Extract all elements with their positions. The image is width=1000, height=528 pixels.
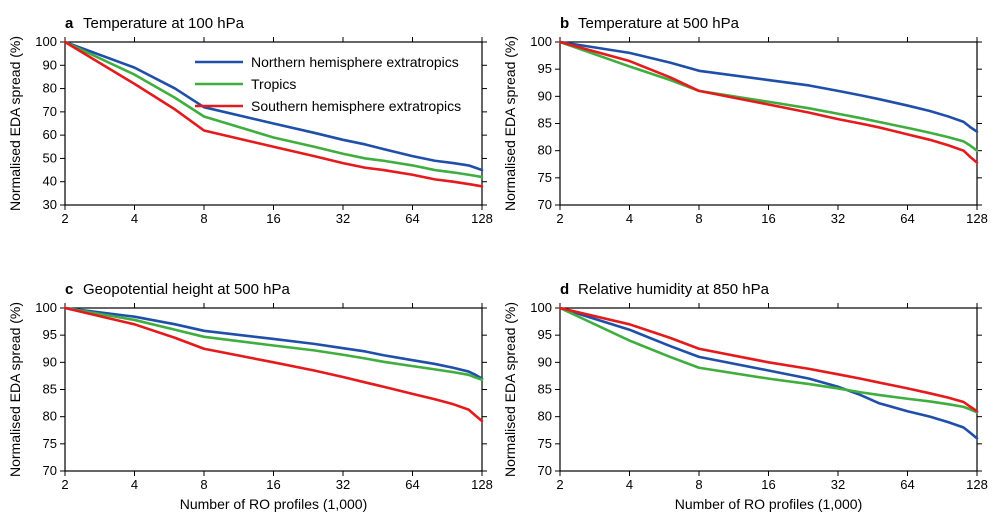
panel-a-xticklabel: 4 (131, 211, 138, 226)
panel-c-yticklabel: 75 (43, 436, 57, 451)
panel-c-xlabel: Number of RO profiles (1,000) (180, 496, 368, 512)
panel-c-xticklabel: 8 (200, 477, 207, 492)
panel-c-yticklabel: 80 (43, 409, 57, 424)
panel-a-yticklabel: 50 (43, 150, 57, 165)
panel-a-xticklabel: 64 (405, 211, 419, 226)
panel-d-ylabel: Normalised EDA spread (%) (502, 302, 518, 477)
panel-d-yticklabel: 85 (538, 382, 552, 397)
panel-b-xticklabel: 32 (831, 211, 845, 226)
panel-a-xticklabel: 16 (266, 211, 280, 226)
panel-a: a Temperature at 100 hPa 30 40 50 60 70 80 90 100… (7, 15, 493, 226)
panel-c-xticklabel: 2 (61, 477, 68, 492)
panel-b-series-nh (560, 42, 977, 132)
panel-b-xticklabel: 2 (556, 211, 563, 226)
panel-c-yticklabel: 95 (43, 327, 57, 342)
panel-b-yticklabel: 100 (530, 34, 552, 49)
legend: Northern hemisphere extratropics Tropics S… (195, 54, 461, 114)
panel-b-title: Temperature at 500 hPa (578, 15, 740, 32)
panel-d: d Relative humidity at 850 hPa 70 75 80 85 90 9… (502, 281, 988, 512)
panel-c-yticklabel: 90 (43, 354, 57, 369)
panel-a-xticklabel: 128 (471, 211, 493, 226)
panel-a-ylabel: Normalised EDA spread (%) (7, 36, 23, 211)
panel-c-frame (65, 308, 482, 471)
panel-d-xlabel: Number of RO profiles (1,000) (675, 496, 863, 512)
panel-d-series-nh (560, 308, 977, 438)
panel-c-xticklabel: 4 (131, 477, 138, 492)
panel-a-yticklabel: 70 (43, 104, 57, 119)
panel-d-yticklabel: 90 (538, 354, 552, 369)
panel-b-letter: b (560, 15, 569, 32)
panel-b-xticklabel: 64 (900, 211, 914, 226)
panel-a-xticklabel: 32 (336, 211, 350, 226)
panel-d-yticklabel: 100 (530, 300, 552, 315)
panel-c: c Geopotential height at 500 hPa 70 75 80 85 9… (7, 281, 493, 512)
panel-d-yticklabel: 80 (538, 409, 552, 424)
panel-a-yticklabel: 90 (43, 57, 57, 72)
legend-label-nh: Northern hemisphere extratropics (251, 54, 459, 70)
panel-b-yticklabel: 85 (538, 116, 552, 131)
panel-c-yticklabel: 100 (35, 300, 57, 315)
panel-b-yticklabel: 70 (538, 197, 552, 212)
panel-a-xticklabel: 8 (200, 211, 207, 226)
panel-c-xticklabel: 64 (405, 477, 419, 492)
panel-a-yticklabel: 30 (43, 197, 57, 212)
panel-d-xticklabel: 8 (695, 477, 702, 492)
panel-b-xticklabel: 4 (626, 211, 633, 226)
panel-d-letter: d (560, 281, 569, 298)
panel-b-xticklabel: 16 (761, 211, 775, 226)
panel-c-series-sh (65, 308, 482, 421)
panel-c-xticklabel: 128 (471, 477, 493, 492)
panel-b-frame (560, 42, 977, 205)
panel-d-xticklabel: 64 (900, 477, 914, 492)
panel-c-ylabel: Normalised EDA spread (%) (7, 302, 23, 477)
panel-b: b Temperature at 500 hPa 70 75 80 85 90 95 100 2 4… (502, 15, 988, 226)
panel-c-series-tr (65, 308, 482, 380)
panel-b-yticklabel: 95 (538, 61, 552, 76)
panel-a-yticklabel: 60 (43, 127, 57, 142)
panel-b-yticklabel: 90 (538, 88, 552, 103)
panel-c-title: Geopotential height at 500 hPa (83, 281, 290, 298)
panel-a-title: Temperature at 100 hPa (83, 15, 245, 32)
panel-b-ylabel: Normalised EDA spread (%) (502, 36, 518, 211)
panel-c-xticklabel: 32 (336, 477, 350, 492)
panel-a-xticklabel: 2 (61, 211, 68, 226)
panel-d-yticklabel: 95 (538, 327, 552, 342)
panel-d-yticklabel: 70 (538, 463, 552, 478)
panel-b-xticklabel: 8 (695, 211, 702, 226)
panel-d-xticklabel: 32 (831, 477, 845, 492)
panel-d-xticklabel: 4 (626, 477, 633, 492)
panel-d-yticklabel: 75 (538, 436, 552, 451)
panel-d-series-sh (560, 308, 977, 411)
panel-a-yticklabel: 100 (35, 34, 57, 49)
panel-c-yticklabel: 70 (43, 463, 57, 478)
legend-label-sh: Southern hemisphere extratropics (251, 98, 461, 114)
figure-svg: a Temperature at 100 hPa 30 40 50 60 70 80 90 100… (0, 0, 1000, 528)
panel-c-letter: c (65, 281, 73, 298)
panel-b-yticklabel: 75 (538, 170, 552, 185)
panel-c-xticklabel: 16 (266, 477, 280, 492)
panel-b-xticklabel: 128 (966, 211, 988, 226)
panel-a-letter: a (65, 15, 74, 32)
panel-d-xticklabel: 128 (966, 477, 988, 492)
panel-d-title: Relative humidity at 850 hPa (578, 281, 770, 298)
panel-a-yticklabel: 40 (43, 174, 57, 189)
panel-d-xticklabel: 16 (761, 477, 775, 492)
panel-c-yticklabel: 85 (43, 382, 57, 397)
panel-d-xticklabel: 2 (556, 477, 563, 492)
legend-label-tr: Tropics (251, 76, 296, 92)
panel-a-yticklabel: 80 (43, 81, 57, 96)
panel-b-yticklabel: 80 (538, 143, 552, 158)
